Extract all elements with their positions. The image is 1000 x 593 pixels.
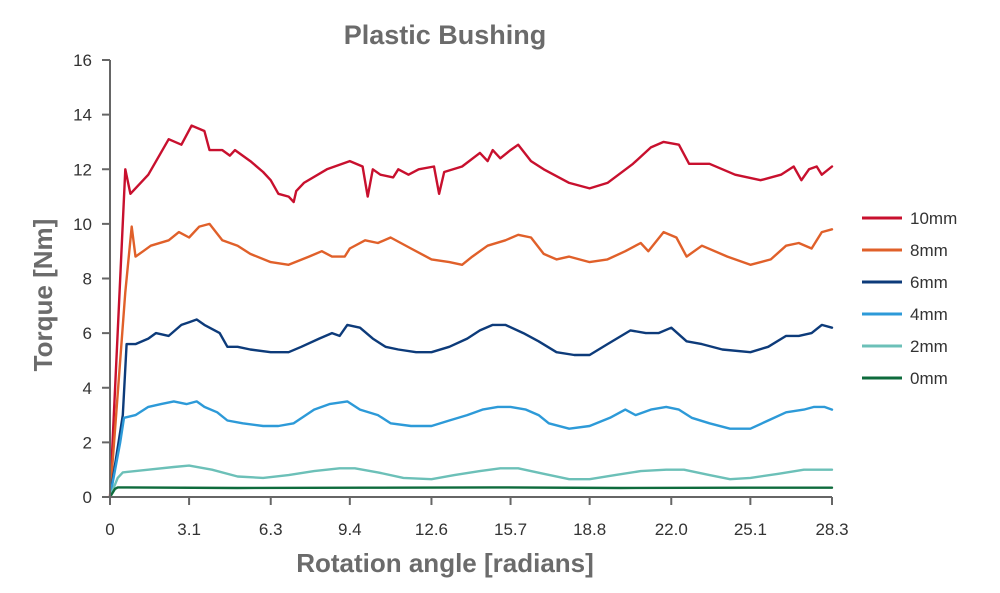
x-tick-label: 6.3 (259, 520, 283, 539)
x-tick-label: 25.1 (734, 520, 767, 539)
x-tick-label: 28.3 (815, 520, 848, 539)
x-tick-label: 12.6 (415, 520, 448, 539)
legend-item-8mm: 8mm (862, 241, 948, 260)
series-line-8mm (108, 222, 834, 499)
legend-label: 8mm (910, 241, 948, 260)
legend-label: 10mm (910, 209, 957, 228)
legend-item-10mm: 10mm (862, 209, 957, 228)
legend-item-6mm: 6mm (862, 273, 948, 292)
x-tick-label: 3.1 (177, 520, 201, 539)
legend-label: 4mm (910, 305, 948, 324)
y-tick-label: 12 (73, 160, 92, 179)
x-axis-title: Rotation angle [radians] (296, 548, 594, 578)
x-tick-label: 22.0 (655, 520, 688, 539)
legend-label: 0mm (910, 369, 948, 388)
legend-item-0mm: 0mm (862, 369, 948, 388)
y-tick-label: 0 (83, 488, 92, 507)
legend-label: 6mm (910, 273, 948, 292)
y-axis-title: Torque [Nm] (28, 219, 58, 372)
legend-label: 2mm (910, 337, 948, 356)
series-line-4mm (108, 400, 834, 499)
x-tick-label: 18.8 (573, 520, 606, 539)
series-line-10mm (108, 124, 834, 499)
y-tick-label: 14 (73, 106, 92, 125)
series-line-0mm (108, 486, 834, 499)
series-line-6mm (108, 318, 834, 499)
x-tick-label: 0 (105, 520, 114, 539)
y-tick-label: 2 (83, 433, 92, 452)
y-tick-label: 6 (83, 324, 92, 343)
y-tick-label: 8 (83, 270, 92, 289)
y-tick-label: 10 (73, 215, 92, 234)
series-line-2mm (108, 464, 834, 499)
legend-item-2mm: 2mm (862, 337, 948, 356)
x-tick-label: 9.4 (338, 520, 362, 539)
y-tick-label: 4 (83, 379, 92, 398)
legend-item-4mm: 4mm (862, 305, 948, 324)
chart-title: Plastic Bushing (344, 20, 547, 50)
x-tick-label: 15.7 (494, 520, 527, 539)
y-tick-label: 16 (73, 51, 92, 70)
